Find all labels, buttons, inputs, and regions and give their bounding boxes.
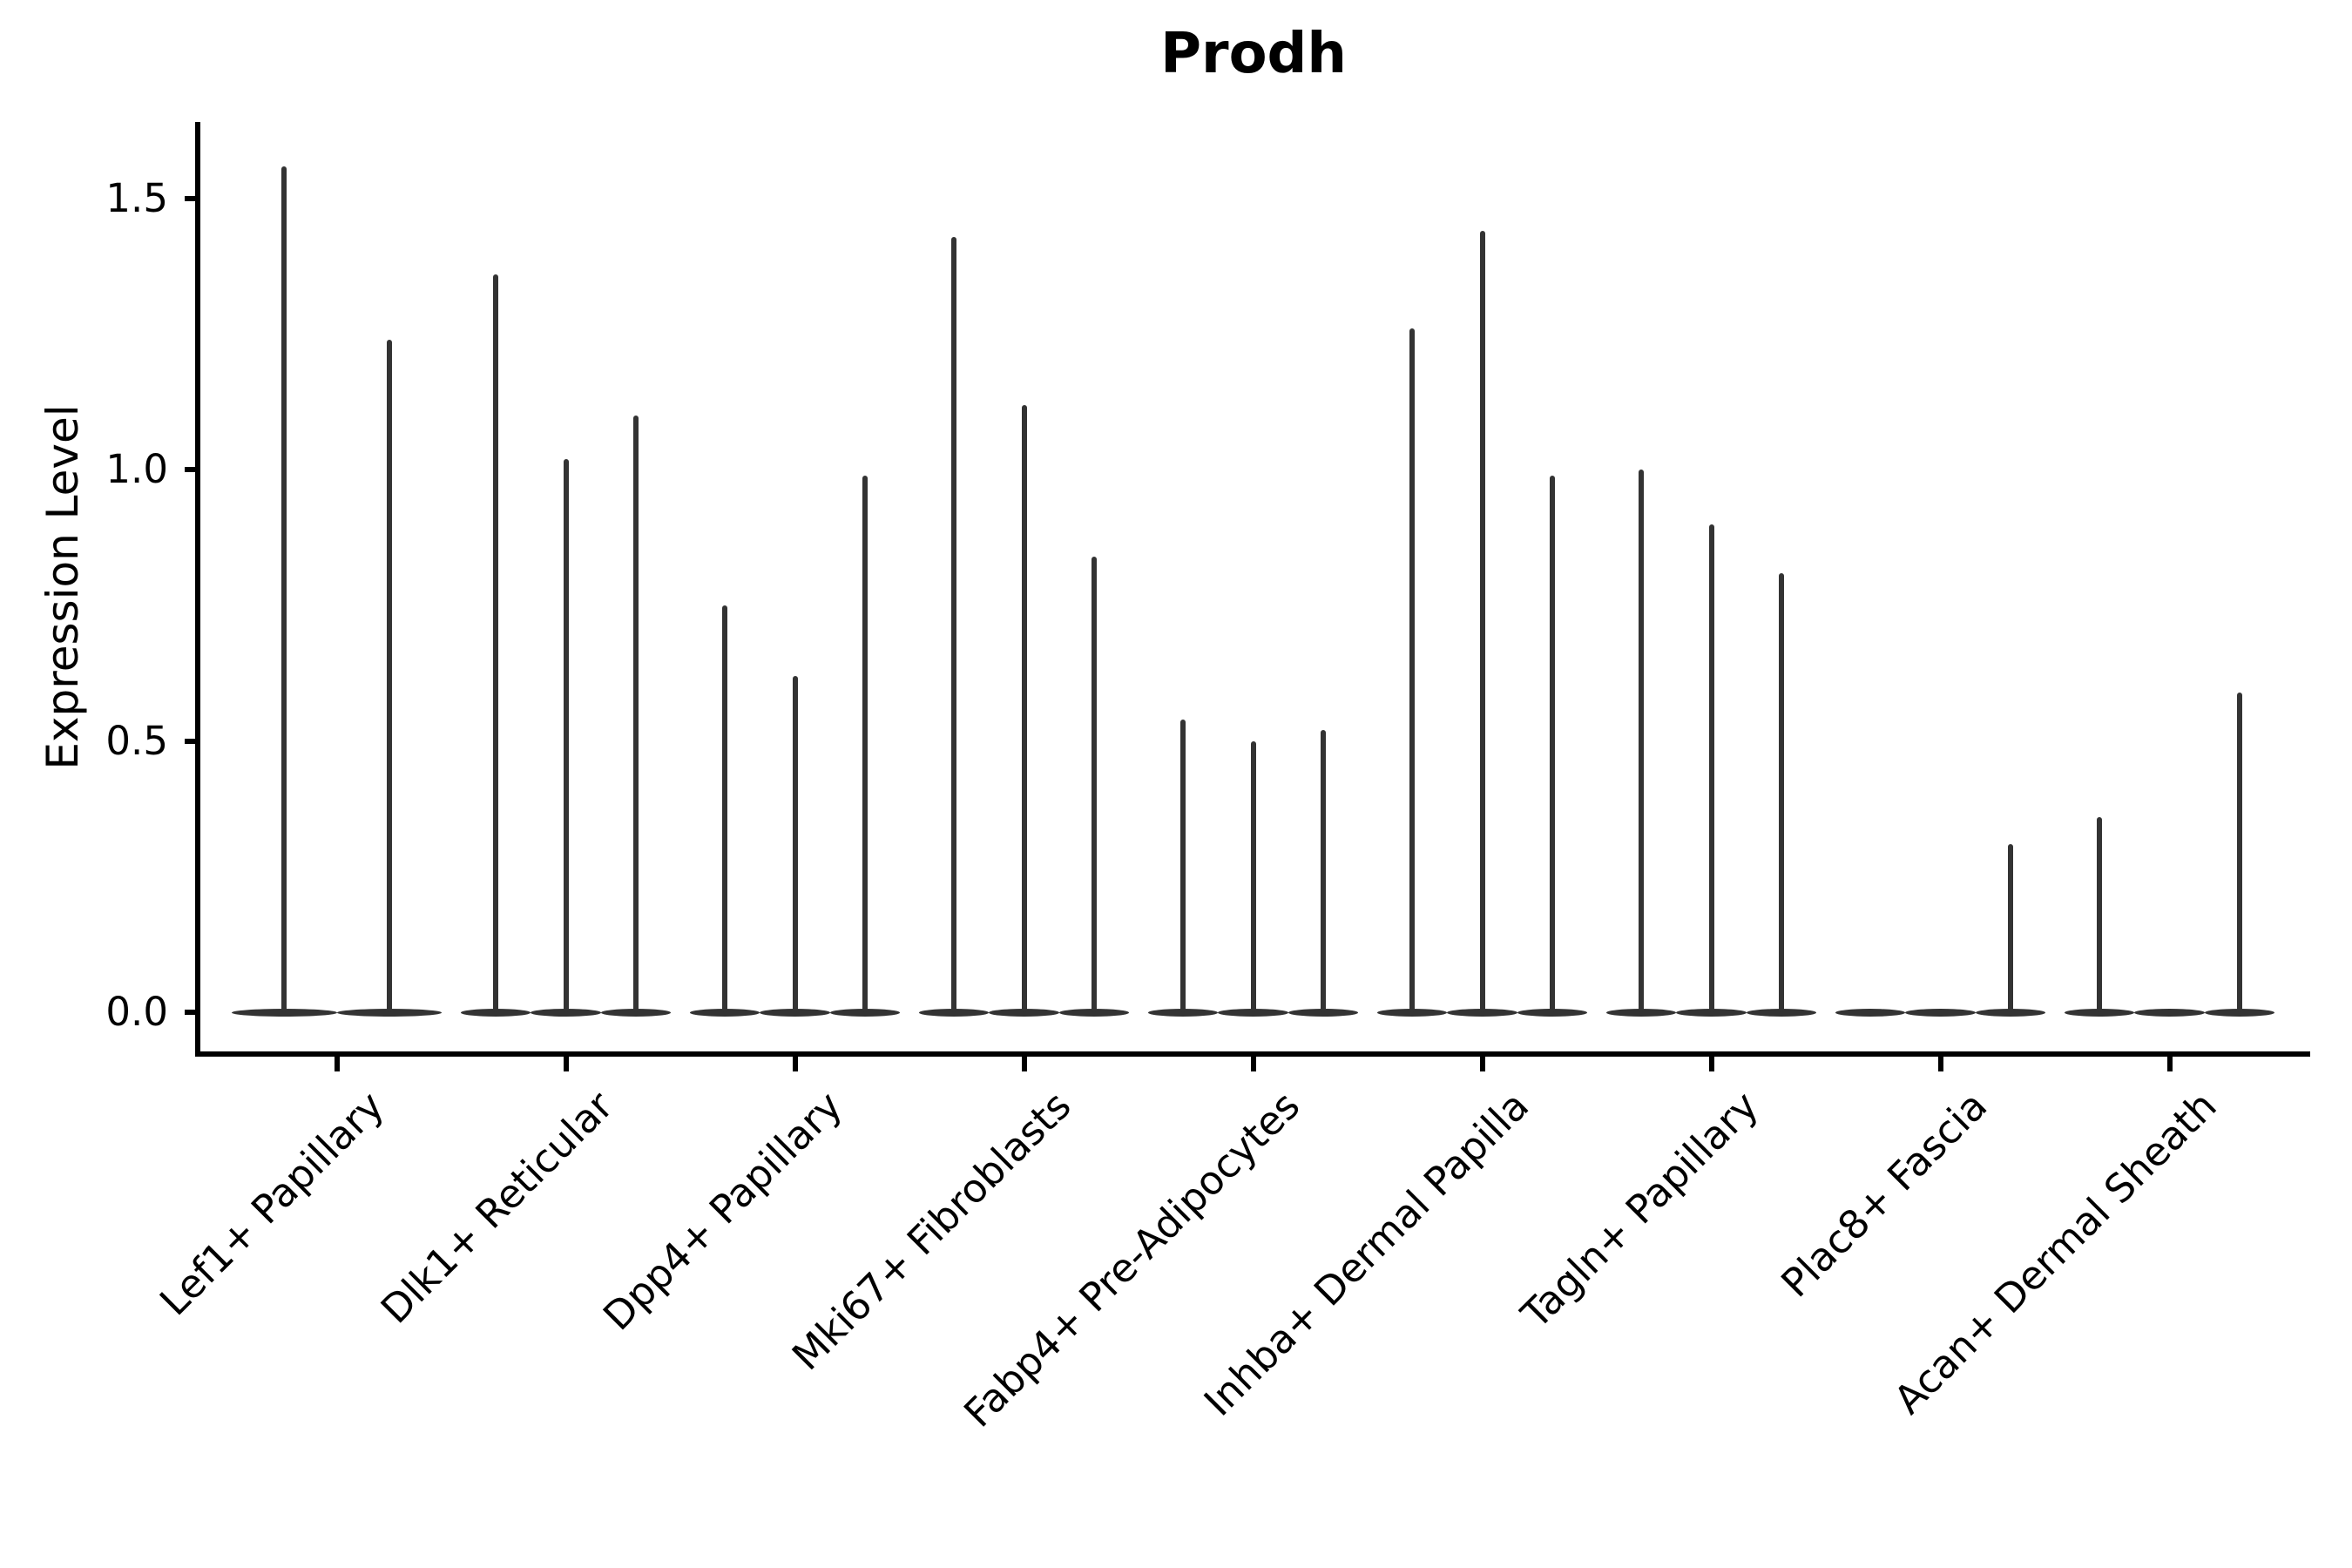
y-tick-label: 0.0 [105, 989, 168, 1035]
violin-body [2065, 1008, 2135, 1017]
violin-spike [2097, 816, 2103, 1012]
x-tick [1708, 1056, 1714, 1071]
chart-title: Prodh [1160, 22, 1347, 86]
violin-spike [2236, 692, 2242, 1012]
violin-body [531, 1008, 601, 1017]
y-tick [185, 467, 195, 473]
violin-spike [951, 236, 957, 1012]
violin-spike [1021, 404, 1027, 1012]
violin-spike [1778, 572, 1784, 1012]
x-tick-label: Dpp4+ Papillary [593, 1082, 851, 1340]
y-tick-label: 1.0 [105, 446, 168, 493]
violin-spike [1409, 328, 1416, 1012]
violin-spike [1639, 470, 1645, 1012]
violin-body [1905, 1008, 1976, 1017]
violin-spike [1320, 730, 1326, 1012]
violin-body [1835, 1008, 1906, 1017]
x-tick [563, 1056, 569, 1071]
violin-spike [632, 416, 639, 1012]
violin-body [760, 1008, 830, 1017]
x-tick [1250, 1056, 1256, 1071]
y-tick [185, 1010, 195, 1015]
violin-body [1148, 1008, 1219, 1017]
violin-body [919, 1008, 990, 1017]
violin-body [1058, 1008, 1129, 1017]
violin-body [1377, 1008, 1448, 1017]
x-tick [334, 1056, 340, 1071]
violin-body [2134, 1008, 2205, 1017]
violin-spike [281, 166, 287, 1012]
violin-body [461, 1008, 531, 1017]
x-tick [1021, 1056, 1027, 1071]
y-tick [185, 195, 195, 201]
violin-spike [563, 458, 569, 1012]
violin-body [2204, 1008, 2274, 1017]
x-tick [1479, 1056, 1485, 1071]
x-tick-label: Dlk1+ Reticular [371, 1082, 622, 1333]
violin-spike [1250, 740, 1256, 1012]
x-tick [1937, 1056, 1943, 1071]
y-tick-label: 0.5 [105, 717, 168, 764]
y-tick-label: 1.5 [105, 174, 168, 221]
violin-spike [386, 339, 392, 1012]
violin-spike [1549, 475, 1555, 1012]
violin-spike [1180, 719, 1186, 1012]
violin-spike [792, 675, 798, 1012]
violin-spike [862, 475, 868, 1012]
violin-body [1606, 1008, 1677, 1017]
violin-spike [1479, 231, 1485, 1012]
violin-body [1517, 1008, 1587, 1017]
violin-body [600, 1008, 671, 1017]
violin-body [1218, 1008, 1288, 1017]
violin-body [989, 1008, 1059, 1017]
x-tick-label: Plac8+ Fascia [1772, 1082, 1997, 1307]
violin-body [1288, 1008, 1358, 1017]
x-axis-spine [195, 1051, 2310, 1057]
violin-body [336, 1008, 442, 1017]
x-tick-label: Lef1+ Papillary [150, 1082, 393, 1325]
violin-spike [493, 274, 499, 1012]
violin-body [829, 1008, 900, 1017]
x-tick [792, 1056, 798, 1071]
y-tick [185, 738, 195, 744]
violin-body [1975, 1008, 2045, 1017]
x-tick [2166, 1056, 2173, 1071]
violin-body [1676, 1008, 1747, 1017]
violin-spike [2007, 843, 2013, 1012]
y-axis-spine [195, 122, 200, 1057]
violin-body [690, 1008, 760, 1017]
violin-body [1447, 1008, 1517, 1017]
x-tick-label: Tagln+ Papillary [1512, 1082, 1767, 1338]
violin-body [232, 1008, 337, 1017]
violin-spike [722, 605, 728, 1012]
violin-spike [1091, 556, 1097, 1012]
violin-spike [1708, 524, 1714, 1012]
violin-body [1746, 1008, 1816, 1017]
